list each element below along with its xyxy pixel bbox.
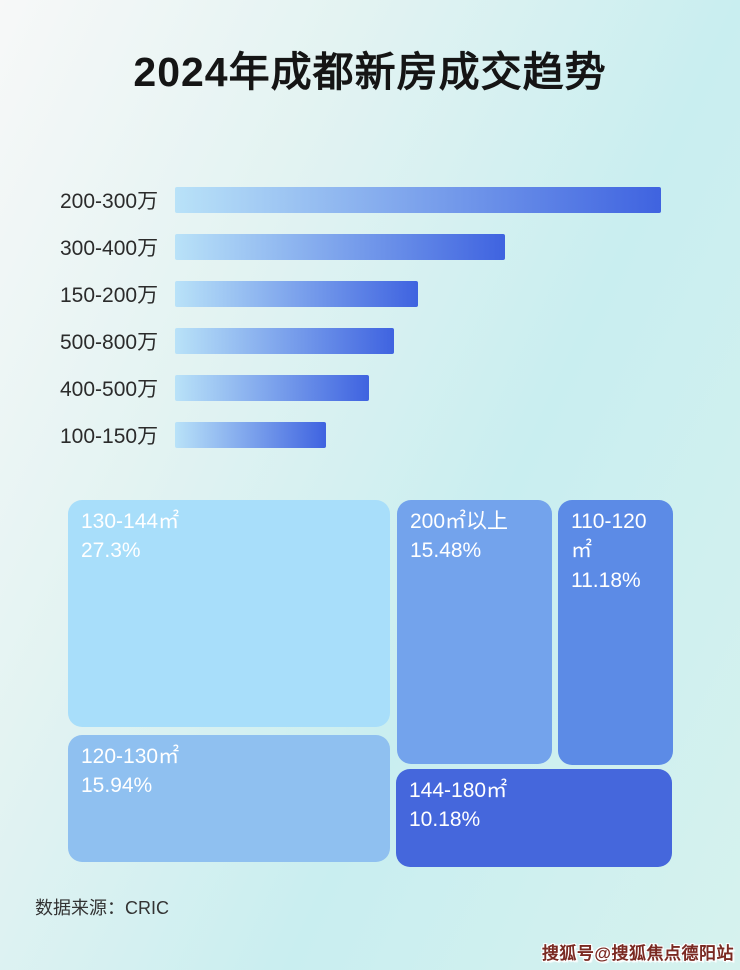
bar-track xyxy=(175,421,326,448)
bar-row: 100-150万 xyxy=(0,411,740,458)
bar-label: 200-300万 xyxy=(60,189,159,213)
bar-label: 100-150万 xyxy=(60,424,159,448)
bar-track xyxy=(175,233,505,260)
data-source-label: 数据来源：CRIC xyxy=(35,898,169,918)
page-title: 2024年成都新房成交趋势 xyxy=(133,49,607,95)
treemap-cell-percent: 15.48% xyxy=(410,539,482,563)
bar-fill xyxy=(175,233,505,260)
bar-row: 500-800万 xyxy=(0,317,740,364)
bar-fill xyxy=(175,186,661,213)
treemap-cell-percent: 27.3% xyxy=(81,539,141,563)
treemap-cell-label: 200㎡以上 xyxy=(410,510,509,533)
bar-fill xyxy=(175,327,394,354)
bar-track xyxy=(175,280,418,307)
bar-label: 300-400万 xyxy=(60,236,159,260)
bar-label: 150-200万 xyxy=(60,283,159,307)
bar-row: 400-500万 xyxy=(0,364,740,411)
bar-track xyxy=(175,374,369,401)
bar-row: 150-200万 xyxy=(0,270,740,317)
treemap-cell-percent: 11.18% xyxy=(571,568,641,592)
treemap-cell-label: 130-144㎡ xyxy=(81,510,180,533)
bar-row: 200-300万 xyxy=(0,176,740,223)
bar-label: 400-500万 xyxy=(60,377,159,401)
treemap-cell-200-plus: 200㎡以上 15.48% xyxy=(397,500,552,764)
treemap-cell-label: 110-120㎡ xyxy=(571,510,647,563)
treemap-cell-label: 144-180㎡ xyxy=(409,779,508,802)
bar-fill xyxy=(175,421,326,448)
watermark-text: 搜狐号@搜狐焦点德阳站 xyxy=(541,944,734,963)
treemap-cell-144-180: 144-180㎡ 10.18% xyxy=(396,769,672,867)
treemap-cell-percent: 15.94% xyxy=(81,774,153,798)
bar-track xyxy=(175,327,394,354)
bar-fill xyxy=(175,280,418,307)
bar-fill xyxy=(175,374,369,401)
price-range-bar-chart: 200-300万 300-400万 150-200万 500-800万 400-… xyxy=(0,176,740,458)
bar-track xyxy=(175,186,661,213)
treemap-cell-130-144: 130-144㎡ 27.3% xyxy=(68,500,390,727)
area-share-treemap: 130-144㎡ 27.3% 120-130㎡ 15.94% 200㎡以上 15… xyxy=(68,500,673,867)
treemap-cell-110-120: 110-120㎡ 11.18% xyxy=(558,500,673,765)
treemap-cell-label: 120-130㎡ xyxy=(81,745,180,768)
bar-row: 300-400万 xyxy=(0,223,740,270)
bar-label: 500-800万 xyxy=(60,330,159,354)
treemap-cell-percent: 10.18% xyxy=(409,808,481,832)
treemap-cell-120-130: 120-130㎡ 15.94% xyxy=(68,735,390,862)
